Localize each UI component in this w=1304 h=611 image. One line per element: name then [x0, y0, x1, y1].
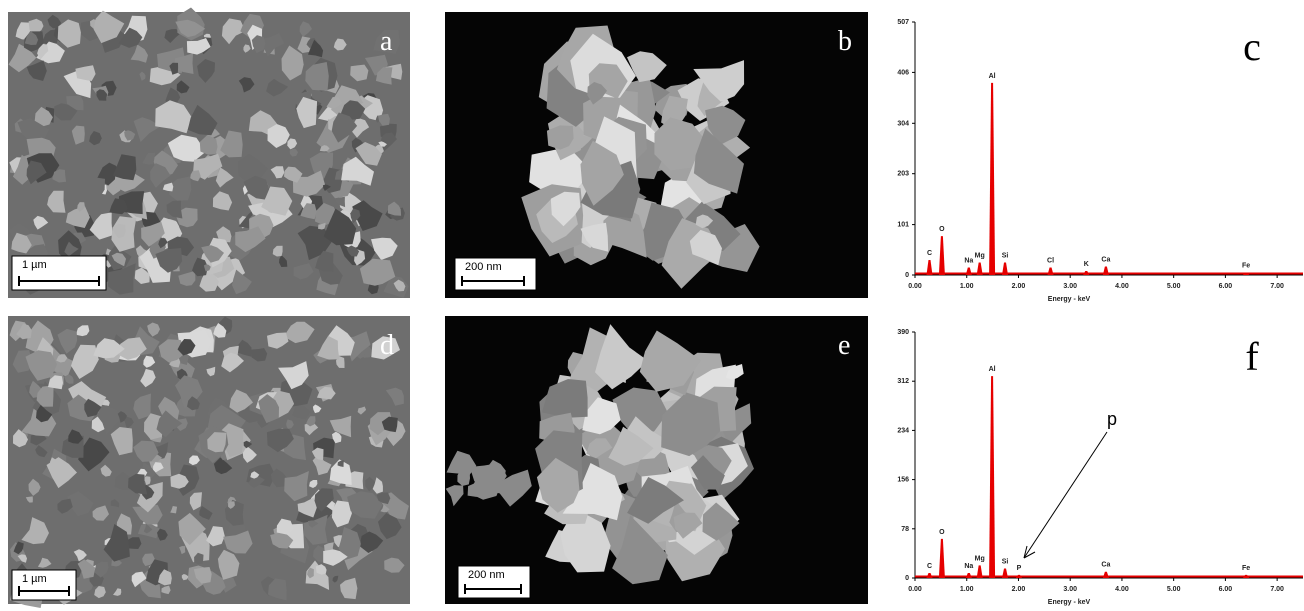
- peak-label: Na: [964, 563, 973, 570]
- annotation: p: [1107, 409, 1117, 429]
- scale-bar-label: 1 µm: [22, 259, 47, 271]
- panel-label: b: [838, 26, 852, 57]
- peak-label: Ca: [1101, 562, 1110, 569]
- x-tick-label: 7.00: [1270, 283, 1284, 290]
- x-tick-label: 3.00: [1063, 586, 1077, 593]
- peak-label: O: [939, 529, 945, 536]
- y-tick-label: 312: [897, 378, 909, 385]
- peak-label: K: [1084, 261, 1089, 268]
- x-tick-label: 6.00: [1219, 586, 1233, 593]
- y-tick-label: 0: [905, 272, 909, 279]
- peak-label: Ca: [1101, 257, 1110, 264]
- panel-label: a: [380, 26, 393, 57]
- y-tick-label: 156: [897, 477, 909, 484]
- peak-label: Mg: [975, 555, 985, 562]
- x-axis-label: Energy - keV: [1048, 599, 1091, 606]
- peak-label: C: [927, 563, 932, 570]
- y-tick-label: 406: [897, 69, 909, 76]
- panel-label: c: [1243, 24, 1261, 69]
- x-tick-label: 1.00: [960, 283, 974, 290]
- peak-label: Na: [964, 258, 973, 265]
- peak-label: Si: [1002, 559, 1009, 566]
- x-tick-label: 6.00: [1219, 283, 1233, 290]
- x-tick-label: 3.00: [1063, 283, 1077, 290]
- peak-label: Si: [1002, 253, 1009, 260]
- y-tick-label: 304: [897, 120, 909, 127]
- peak-label: Fe: [1242, 565, 1250, 572]
- x-tick-label: 2.00: [1012, 586, 1026, 593]
- figure: a 1 µm b 200 nm d 1 µm e 200 nm 0 101 203 304 406 507…: [0, 0, 1304, 611]
- panel-label: d: [380, 330, 394, 361]
- y-tick-label: 203: [897, 171, 909, 178]
- y-tick-label: 0: [905, 575, 909, 582]
- scale-bar-label: 1 µm: [22, 573, 47, 585]
- peak-label: Cl: [1047, 258, 1054, 265]
- x-tick-label: 5.00: [1167, 586, 1181, 593]
- peak-label: Al: [989, 73, 996, 80]
- peak-label: Al: [989, 366, 996, 373]
- peak-label: C: [927, 250, 932, 257]
- y-tick-label: 234: [897, 427, 909, 434]
- x-tick-label: 5.00: [1167, 283, 1181, 290]
- scale-bar-label: 200 nm: [465, 261, 502, 273]
- x-axis-label: Energy - keV: [1048, 296, 1091, 303]
- x-tick-label: 4.00: [1115, 283, 1129, 290]
- y-tick-label: 78: [901, 526, 909, 533]
- y-tick-label: 101: [897, 222, 909, 229]
- panel-label: e: [838, 330, 850, 361]
- x-tick-label: 0.00: [908, 586, 922, 593]
- x-tick-label: 0.00: [908, 283, 922, 290]
- y-tick-label: 507: [897, 19, 909, 26]
- peak-label: P: [1017, 565, 1022, 572]
- peak-label: Fe: [1242, 263, 1250, 270]
- peak-label: O: [939, 226, 945, 233]
- panel-label: f: [1245, 334, 1259, 379]
- x-tick-label: 2.00: [1012, 283, 1026, 290]
- x-tick-label: 7.00: [1270, 586, 1284, 593]
- x-tick-label: 1.00: [960, 586, 974, 593]
- scale-bar-label: 200 nm: [468, 569, 505, 581]
- peak-label: Mg: [975, 253, 985, 260]
- y-tick-label: 390: [897, 329, 909, 336]
- x-tick-label: 4.00: [1115, 586, 1129, 593]
